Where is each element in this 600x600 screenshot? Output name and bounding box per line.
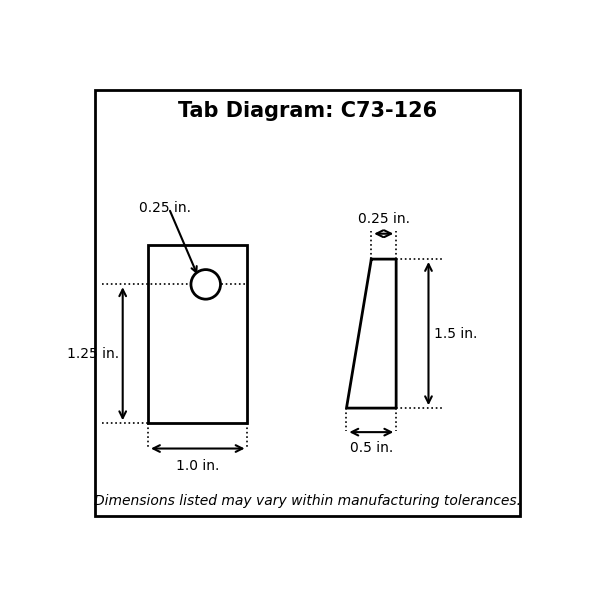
Bar [148, 245, 247, 423]
Text: 0.25 in.: 0.25 in. [358, 212, 410, 226]
Text: 0.5 in.: 0.5 in. [350, 442, 393, 455]
Text: Tab Diagram: C73-126: Tab Diagram: C73-126 [178, 101, 437, 121]
Circle shape [191, 269, 221, 299]
Text: 1.5 in.: 1.5 in. [434, 326, 478, 341]
Text: 0.25 in.: 0.25 in. [139, 201, 191, 215]
Text: 1.25 in.: 1.25 in. [67, 347, 119, 361]
Text: Dimensions listed may vary within manufacturing tolerances.: Dimensions listed may vary within manufa… [94, 494, 521, 508]
Text: 1.0 in.: 1.0 in. [176, 458, 220, 473]
